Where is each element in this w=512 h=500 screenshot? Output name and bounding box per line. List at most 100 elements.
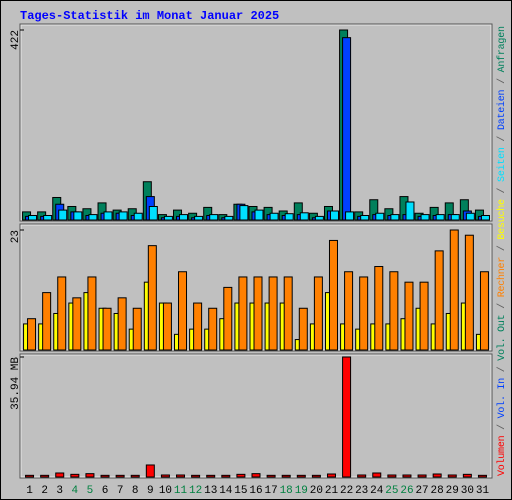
- bar: [25, 474, 35, 478]
- legend-item: Vol. In: [496, 378, 508, 419]
- bar: [40, 474, 50, 478]
- bar: [314, 215, 324, 221]
- bar: [85, 473, 95, 478]
- bar: [160, 474, 170, 478]
- bar: [328, 239, 338, 351]
- x-tick-label: 1: [26, 485, 33, 497]
- bar: [43, 214, 53, 221]
- bar: [299, 212, 309, 221]
- bar: [28, 214, 38, 221]
- panel: [19, 353, 493, 479]
- bar: [238, 276, 248, 351]
- bar: [268, 276, 278, 351]
- bar: [390, 214, 400, 221]
- bar: [462, 473, 472, 478]
- bar: [269, 212, 279, 221]
- x-tick-label: 25: [385, 485, 398, 497]
- x-tick-label: 26: [400, 485, 413, 497]
- x-tick-label: 17: [264, 485, 277, 497]
- bar: [117, 297, 127, 351]
- bar: [253, 276, 263, 351]
- bar: [447, 474, 457, 478]
- x-tick-label: 22: [340, 485, 353, 497]
- bar: [176, 474, 186, 478]
- bar: [70, 473, 80, 478]
- x-tick-label: 16: [249, 485, 262, 497]
- x-tick-label: 4: [72, 485, 79, 497]
- legend: Volumen / Vol. In / Vol. Out / Rechner /…: [496, 26, 508, 476]
- bar: [87, 276, 97, 351]
- y-tick-label: 422: [10, 30, 22, 50]
- x-tick-label: 21: [325, 485, 339, 497]
- bar: [72, 297, 82, 351]
- bar: [178, 271, 188, 351]
- bar: [464, 234, 474, 351]
- bar: [419, 281, 429, 351]
- bar: [313, 276, 323, 351]
- bar: [387, 474, 397, 478]
- bar: [298, 307, 308, 351]
- bar: [103, 211, 113, 221]
- bar: [266, 474, 276, 478]
- bar: [450, 214, 460, 221]
- legend-item: Besuche: [496, 199, 508, 240]
- x-tick-label: 18: [280, 485, 293, 497]
- bar: [130, 474, 140, 478]
- x-tick-label: 29: [446, 485, 459, 497]
- bar: [55, 472, 65, 478]
- x-tick-label: 24: [370, 485, 384, 497]
- bar: [163, 215, 173, 221]
- bar: [374, 266, 384, 351]
- bar: [479, 271, 489, 351]
- bar: [342, 356, 352, 478]
- bar: [254, 209, 264, 221]
- x-tick-label: 14: [219, 485, 233, 497]
- bar: [405, 201, 415, 221]
- bar: [404, 281, 414, 351]
- y-tick-label: 35.94 MB: [10, 357, 22, 410]
- bar: [162, 302, 172, 351]
- bar: [465, 212, 475, 221]
- chart-title: Tages-Statistik im Monat Januar 2025: [20, 9, 279, 23]
- x-tick-label: 13: [204, 485, 217, 497]
- legend-item: Seiten: [496, 147, 508, 182]
- bar: [417, 474, 427, 478]
- bar: [389, 271, 399, 351]
- bar: [133, 212, 143, 221]
- bar: [132, 307, 142, 351]
- bar: [435, 214, 445, 221]
- bar: [283, 276, 293, 351]
- bar: [357, 474, 367, 478]
- x-tick-label: 31: [476, 485, 490, 497]
- legend-separator: /: [496, 418, 508, 436]
- x-tick-label: 19: [295, 485, 308, 497]
- x-tick-label: 15: [234, 485, 247, 497]
- bar: [344, 271, 354, 351]
- bar: [236, 473, 246, 478]
- bar: [360, 214, 370, 221]
- bar: [193, 302, 203, 351]
- bar: [209, 214, 219, 221]
- legend-separator: /: [496, 239, 508, 257]
- bar: [434, 250, 444, 351]
- bar: [57, 276, 67, 351]
- x-tick-label: 11: [174, 485, 188, 497]
- x-tick-label: 28: [431, 485, 444, 497]
- bar: [311, 474, 321, 478]
- bar: [208, 307, 218, 351]
- bar: [345, 211, 355, 221]
- bar: [147, 245, 157, 351]
- x-tick-label: 2: [41, 485, 48, 497]
- bar: [145, 464, 155, 478]
- bar: [342, 37, 352, 221]
- bar: [432, 473, 442, 478]
- legend-separator: /: [496, 297, 508, 315]
- bar: [477, 474, 487, 478]
- bar: [449, 229, 459, 351]
- bar: [251, 473, 261, 478]
- legend-item: Vol. Out: [496, 314, 508, 360]
- x-tick-label: 30: [461, 485, 474, 497]
- bar: [73, 211, 83, 221]
- bar: [88, 214, 98, 221]
- x-tick-label: 7: [117, 485, 124, 497]
